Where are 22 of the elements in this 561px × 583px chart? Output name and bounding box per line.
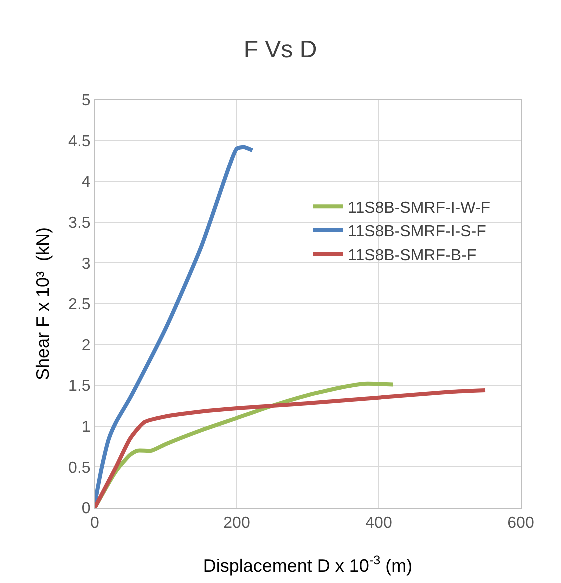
x-tick-label: 200 (224, 515, 250, 532)
x-axis-title: Displacement D x 10$^{-3}$ (m) (203, 553, 413, 576)
y-tick-label: 2.5 (68, 296, 91, 314)
y-tick-label: 0.5 (68, 460, 91, 477)
chart-title: F Vs D (244, 36, 318, 64)
x-tick-label: 600 (508, 515, 534, 532)
y-tick-label: 1.5 (68, 378, 91, 396)
y-axis-title: Shear F x 10³ (kN) (33, 227, 53, 381)
legend-label: 11S8B-SMRF-I-S-F (348, 224, 487, 241)
line-series (95, 145, 255, 506)
y-tick-label: 2 (82, 337, 91, 354)
y-tick-label: 3.5 (68, 215, 91, 232)
x-tick-label: 400 (366, 515, 392, 532)
y-tick-label: 4 (82, 174, 91, 192)
y-tick-label: 1 (82, 419, 91, 436)
y-tick-label: 4.5 (68, 133, 91, 150)
legend-label: 11S8B-SMRF-I-W-F (348, 200, 491, 217)
y-tick-label: 5 (82, 92, 91, 110)
line-series (95, 388, 488, 508)
y-tick-label: 0 (82, 500, 91, 518)
y-tick-label: 3 (82, 256, 91, 273)
legend-label: 11S8B-SMRF-B-F (348, 248, 477, 264)
